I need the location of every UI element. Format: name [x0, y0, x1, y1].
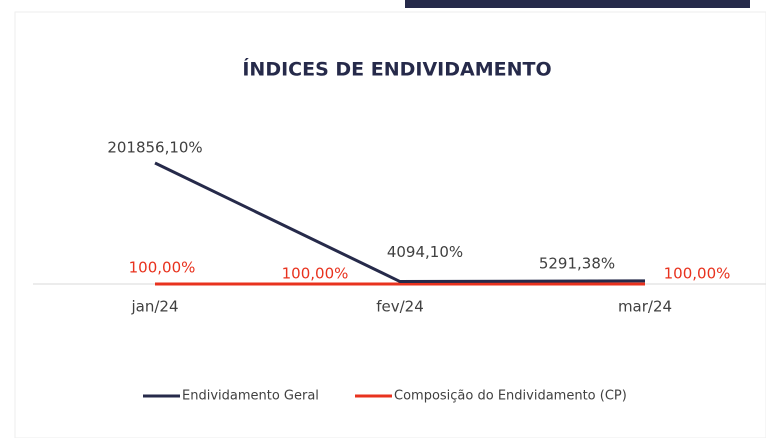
chart-title: ÍNDICES DE ENDIVIDAMENTO	[242, 58, 551, 81]
top-bar	[405, 0, 750, 8]
legend-label: Endividamento Geral	[182, 389, 319, 404]
data-label: 100,00%	[282, 264, 349, 282]
data-label: 4094,10%	[387, 243, 463, 261]
data-label: 100,00%	[129, 258, 196, 276]
card	[14, 11, 766, 438]
data-label: 201856,10%	[107, 139, 202, 157]
x-tick-label: fev/24	[376, 298, 424, 316]
data-label: 100,00%	[664, 264, 731, 282]
legend-label: Composição do Endividamento (CP)	[394, 389, 627, 404]
x-tick-label: jan/24	[130, 298, 178, 316]
line-series	[154, 161, 646, 284]
x-tick-label: mar/24	[618, 298, 672, 316]
data-label: 5291,38%	[539, 254, 615, 272]
